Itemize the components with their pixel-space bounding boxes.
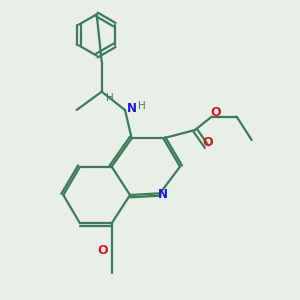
Text: H: H [138, 101, 146, 111]
Text: O: O [97, 244, 108, 257]
Text: N: N [158, 188, 168, 202]
Text: O: O [202, 136, 213, 149]
Text: H: H [106, 93, 114, 103]
Text: O: O [210, 106, 221, 119]
Text: N: N [127, 102, 137, 115]
